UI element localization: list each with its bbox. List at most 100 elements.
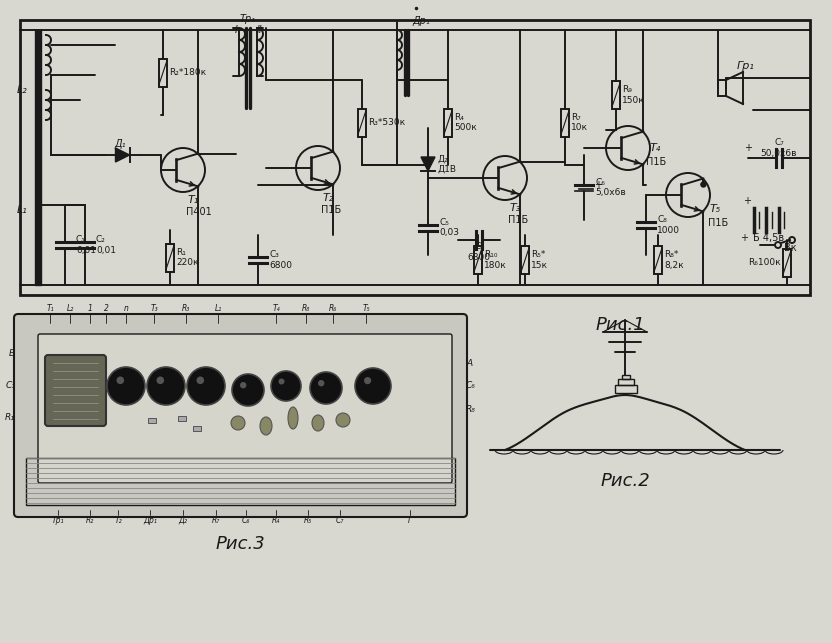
Text: 1: 1 <box>87 304 92 313</box>
Text: Г: Г <box>408 516 412 525</box>
Text: R₁: R₁ <box>5 413 15 422</box>
Text: П401: П401 <box>186 207 212 217</box>
Bar <box>612 81 620 109</box>
Polygon shape <box>421 157 435 171</box>
Text: R₅: R₅ <box>304 516 312 525</box>
Bar <box>159 59 167 87</box>
Text: Д₂: Д₂ <box>179 516 187 525</box>
Text: П1Б: П1Б <box>646 157 666 167</box>
Text: Вк: Вк <box>784 243 796 253</box>
Text: C₆: C₆ <box>466 381 476 390</box>
Circle shape <box>318 380 324 386</box>
Circle shape <box>187 367 225 405</box>
Text: П1Б: П1Б <box>321 205 341 215</box>
Text: Гр₁: Гр₁ <box>737 61 755 71</box>
Text: n: n <box>124 304 128 313</box>
Text: R₁
220к: R₁ 220к <box>176 248 199 267</box>
FancyBboxPatch shape <box>14 314 467 517</box>
Bar <box>718 80 726 96</box>
Circle shape <box>240 382 246 388</box>
Circle shape <box>156 377 164 384</box>
Text: C₂
0,01: C₂ 0,01 <box>96 235 116 255</box>
Text: L₁: L₁ <box>215 304 221 313</box>
Circle shape <box>196 377 204 384</box>
Text: R₇
10к: R₇ 10к <box>571 113 588 132</box>
Text: L₂: L₂ <box>67 304 73 313</box>
Text: T₁: T₁ <box>188 195 199 205</box>
Text: +: + <box>744 143 752 153</box>
Bar <box>474 246 482 274</box>
Circle shape <box>232 374 264 406</box>
Ellipse shape <box>231 416 245 430</box>
Text: C₆: C₆ <box>242 516 250 525</box>
Text: R₁₀
180к: R₁₀ 180к <box>484 250 507 269</box>
Ellipse shape <box>260 417 272 435</box>
Circle shape <box>701 182 706 187</box>
Text: Б 4,5в: Б 4,5в <box>754 233 785 243</box>
Text: Др₁: Др₁ <box>412 16 430 26</box>
Bar <box>148 418 156 423</box>
Text: R₆: R₆ <box>329 304 337 313</box>
Text: Д₁: Д₁ <box>114 139 126 149</box>
Text: C₈
1000: C₈ 1000 <box>657 215 680 235</box>
Ellipse shape <box>288 407 298 429</box>
Text: П1Б: П1Б <box>708 218 728 228</box>
Text: L₂: L₂ <box>17 85 27 95</box>
Text: R₃*530к: R₃*530к <box>368 118 405 127</box>
Text: Рис.1: Рис.1 <box>595 316 645 334</box>
Text: R₄
500к: R₄ 500к <box>454 113 477 132</box>
Ellipse shape <box>312 415 324 431</box>
Circle shape <box>147 367 185 405</box>
Text: C₇
50,0х6в: C₇ 50,0х6в <box>760 138 797 158</box>
Text: П1Б: П1Б <box>508 215 528 225</box>
Text: R₂: R₂ <box>86 516 94 525</box>
Text: Тр₁: Тр₁ <box>52 516 64 525</box>
Bar <box>178 416 186 421</box>
Text: C₁: C₁ <box>5 381 15 390</box>
Text: R₅*
15к: R₅* 15к <box>531 250 548 269</box>
Text: T₅: T₅ <box>362 304 369 313</box>
Circle shape <box>279 379 285 385</box>
Bar <box>358 109 366 136</box>
Text: +: + <box>743 196 751 206</box>
Text: T₄: T₄ <box>272 304 280 313</box>
Bar <box>521 246 529 274</box>
Text: Тр₁: Тр₁ <box>240 14 256 24</box>
Circle shape <box>355 368 391 404</box>
Text: R₇: R₇ <box>212 516 220 525</box>
Text: C₇: C₇ <box>336 516 344 525</box>
Text: T₄: T₄ <box>650 143 661 153</box>
Text: +: + <box>594 179 602 190</box>
Bar <box>561 109 569 136</box>
Bar <box>193 426 201 431</box>
Text: C₃
6800: C₃ 6800 <box>269 250 292 269</box>
Bar <box>20 20 810 295</box>
Bar <box>654 246 662 274</box>
Text: R₃: R₃ <box>182 304 191 313</box>
Text: R₈: R₈ <box>302 304 310 313</box>
Text: +: + <box>740 233 748 243</box>
Text: A: A <box>466 359 472 368</box>
Text: R₂*180к: R₂*180к <box>169 68 206 77</box>
Polygon shape <box>35 30 41 285</box>
Text: T₁: T₁ <box>47 304 54 313</box>
Text: R₈*
8,2к: R₈* 8,2к <box>664 250 684 269</box>
FancyBboxPatch shape <box>45 355 106 426</box>
Text: T₂: T₂ <box>114 516 121 525</box>
Text: C₄
6800: C₄ 6800 <box>468 242 491 262</box>
Text: II: II <box>257 25 263 35</box>
Circle shape <box>271 371 301 401</box>
Text: R₈: R₈ <box>466 406 476 415</box>
Text: R₄: R₄ <box>272 516 280 525</box>
Bar <box>783 248 791 276</box>
Text: 2: 2 <box>103 304 108 313</box>
Text: Рис.3: Рис.3 <box>215 535 265 553</box>
Polygon shape <box>116 148 130 162</box>
Text: T₃: T₃ <box>151 304 158 313</box>
Text: C₁
0,01: C₁ 0,01 <box>76 235 96 255</box>
Bar <box>618 379 634 385</box>
Bar <box>615 385 637 393</box>
Text: Рис.2: Рис.2 <box>600 472 650 490</box>
Text: T₃: T₃ <box>510 203 522 213</box>
Text: R₉
150к: R₉ 150к <box>622 86 645 105</box>
